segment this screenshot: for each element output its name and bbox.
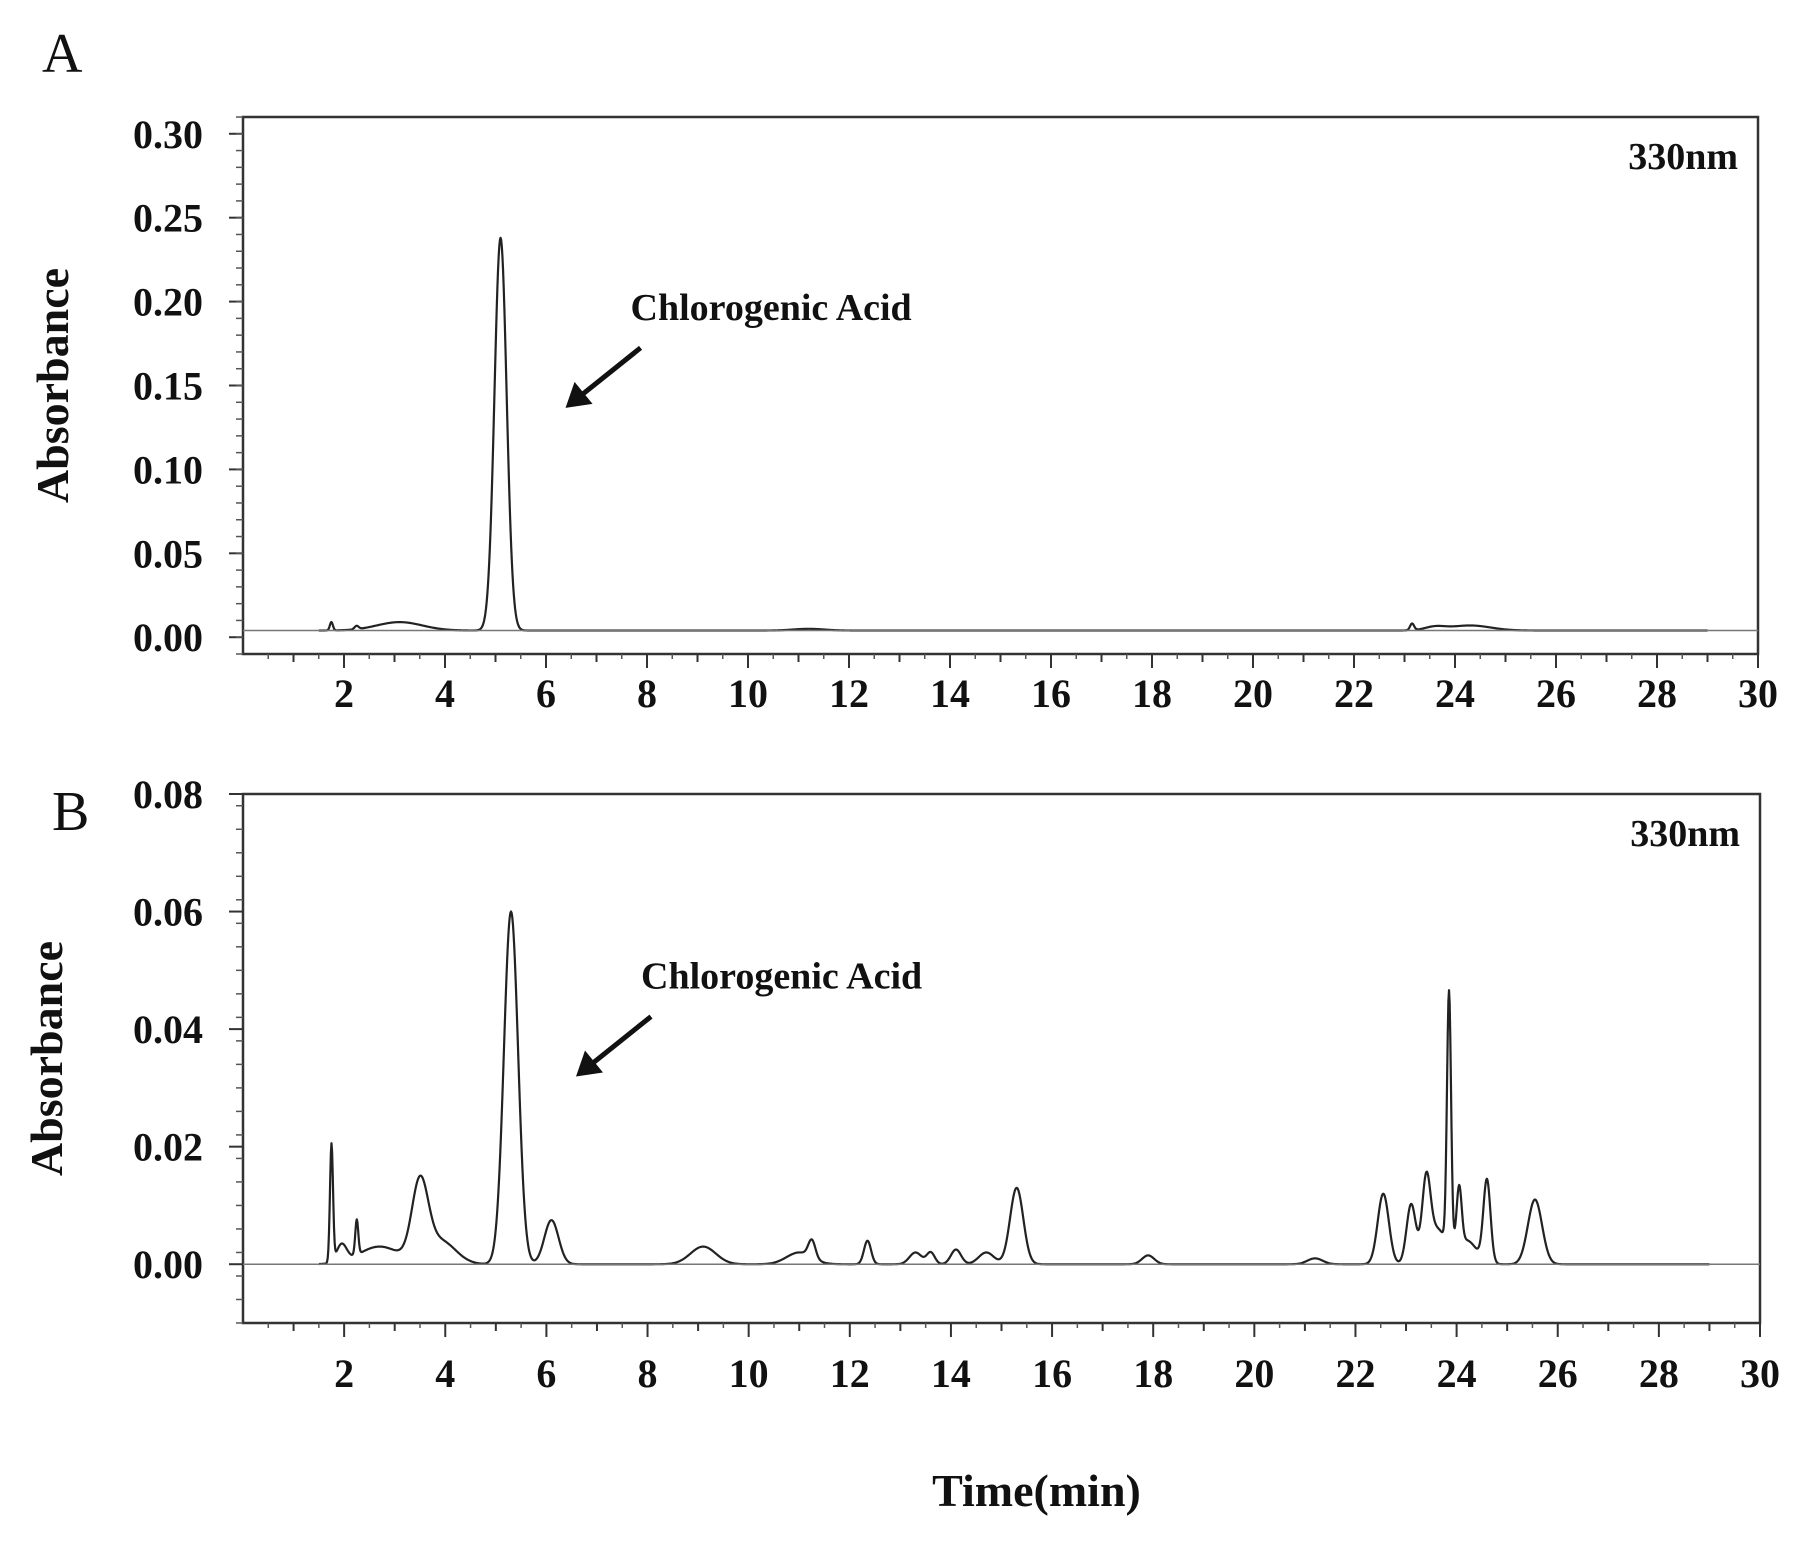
callout-arrow-head [576, 1050, 604, 1077]
x-tick-label: 22 [1335, 1351, 1375, 1396]
y-tick-label: 0.25 [133, 196, 203, 241]
x-tick-label: 28 [1637, 671, 1677, 716]
x-tick-label: 10 [728, 671, 768, 716]
x-tick-label: 14 [930, 671, 970, 716]
x-tick-label: 30 [1740, 1351, 1780, 1396]
y-tick-label: 0.00 [133, 1242, 203, 1287]
y-tick-label: 0.04 [133, 1007, 203, 1052]
chromatogram-trace [318, 236, 1708, 632]
peak-callout-label: Chlorogenic Acid [631, 287, 912, 329]
panel-b: 2 4 6 8 10 12 14 16 18 20 22 24 26 28 300.000.020.040.… [21, 772, 1780, 1516]
y-tick-label: 0.08 [133, 772, 203, 817]
x-tick-label: 4 [435, 671, 455, 716]
y-tick-label: 0.30 [133, 112, 203, 157]
y-tick-label: 0.20 [133, 280, 203, 325]
x-tick-label: 12 [830, 1351, 870, 1396]
y-axis-title: Absorbance [21, 941, 72, 1176]
x-tick-label: 10 [729, 1351, 769, 1396]
x-tick-label: 4 [435, 1351, 455, 1396]
peak-callout-label: Chlorogenic Acid [641, 956, 922, 998]
x-tick-label: 28 [1639, 1351, 1679, 1396]
x-tick-label: 20 [1233, 671, 1273, 716]
wavelength-label: 330nm [1630, 813, 1740, 855]
plot-frame [241, 115, 1760, 656]
chromatogram-trace [318, 910, 1710, 1266]
x-tick-label: 26 [1538, 1351, 1578, 1396]
callout-arrow-shaft [584, 1014, 653, 1071]
x-tick-label: 16 [1031, 671, 1071, 716]
x-tick-label: 8 [638, 1351, 658, 1396]
panel-letter: B [52, 781, 89, 843]
wavelength-label: 330nm [1628, 136, 1738, 178]
x-tick-label: 18 [1133, 1351, 1173, 1396]
x-tick-label: 30 [1738, 671, 1778, 716]
x-tick-label: 12 [829, 671, 869, 716]
x-tick-label: 8 [637, 671, 657, 716]
x-tick-label: 24 [1435, 671, 1475, 716]
panel-a: 2 4 6 8 10 12 14 16 18 20 22 24 26 28 300.000.050.100.… [27, 23, 1778, 716]
y-tick-label: 0.15 [133, 364, 203, 409]
x-tick-label: 22 [1334, 671, 1374, 716]
x-tick-label: 16 [1032, 1351, 1072, 1396]
y-tick-label: 0.05 [133, 531, 203, 576]
y-tick-label: 0.00 [133, 615, 203, 660]
callout-arrow-shaft [573, 345, 643, 402]
y-axis-title: Absorbance [27, 268, 78, 503]
plot-frame [241, 792, 1762, 1325]
x-tick-label: 2 [334, 1351, 354, 1396]
x-tick-label: 6 [536, 671, 556, 716]
panel-letter: A [42, 23, 83, 85]
y-tick-label: 0.06 [133, 890, 203, 935]
y-tick-label: 0.02 [133, 1125, 203, 1170]
x-tick-label: 26 [1536, 671, 1576, 716]
y-tick-label: 0.10 [133, 447, 203, 492]
x-tick-label: 24 [1437, 1351, 1477, 1396]
x-tick-label: 2 [334, 671, 354, 716]
callout-arrow-head [565, 381, 593, 408]
x-tick-label: 6 [536, 1351, 556, 1396]
x-tick-label: 18 [1132, 671, 1172, 716]
x-tick-label: 20 [1234, 1351, 1274, 1396]
x-tick-label: 14 [931, 1351, 971, 1396]
x-axis-title: Time(min) [932, 1465, 1141, 1516]
